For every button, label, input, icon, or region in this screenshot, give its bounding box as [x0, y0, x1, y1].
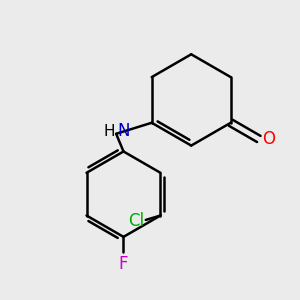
Text: H: H	[103, 124, 115, 139]
Text: Cl: Cl	[128, 212, 144, 230]
Text: F: F	[119, 255, 128, 273]
Text: N: N	[118, 122, 130, 140]
Text: O: O	[262, 130, 275, 148]
